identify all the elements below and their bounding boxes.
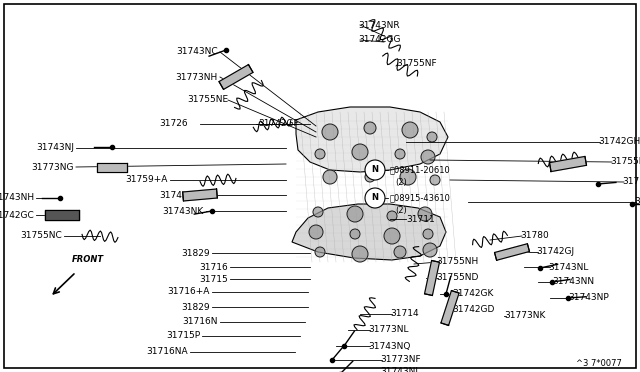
Polygon shape <box>182 189 218 201</box>
Text: 31743NQ: 31743NQ <box>368 341 410 350</box>
Text: 31773NH: 31773NH <box>176 73 218 81</box>
Text: 31743NM: 31743NM <box>634 198 640 206</box>
Circle shape <box>430 175 440 185</box>
Circle shape <box>418 207 432 221</box>
Circle shape <box>365 188 385 208</box>
Text: 31773NK: 31773NK <box>504 311 545 321</box>
Text: 31742GF: 31742GF <box>258 119 299 128</box>
Text: 31743NR: 31743NR <box>358 20 399 29</box>
Text: 31773NG: 31773NG <box>31 163 74 171</box>
Text: 31742GD: 31742GD <box>452 305 494 314</box>
Polygon shape <box>296 107 448 172</box>
Text: N: N <box>371 166 378 174</box>
Text: 31773NL: 31773NL <box>368 326 408 334</box>
Text: 31716N: 31716N <box>182 317 218 327</box>
Circle shape <box>387 211 397 221</box>
Polygon shape <box>495 244 529 260</box>
Polygon shape <box>424 260 440 295</box>
Text: 31742GK: 31742GK <box>452 289 493 298</box>
Text: 31773NF: 31773NF <box>380 356 420 365</box>
Circle shape <box>323 170 337 184</box>
Text: 31743NL: 31743NL <box>548 263 588 272</box>
Text: 31742GE: 31742GE <box>159 190 200 199</box>
Text: 31743NK: 31743NK <box>163 206 204 215</box>
Text: (2): (2) <box>395 179 407 187</box>
Circle shape <box>315 149 325 159</box>
Circle shape <box>421 150 435 164</box>
Text: 31743NJ: 31743NJ <box>380 368 418 372</box>
Text: 31742GC: 31742GC <box>0 211 34 219</box>
Circle shape <box>394 246 406 258</box>
Text: 31742GG: 31742GG <box>358 35 401 45</box>
Circle shape <box>400 169 416 185</box>
Polygon shape <box>219 65 253 89</box>
Text: 31755NH: 31755NH <box>436 257 478 266</box>
Text: 31743NH: 31743NH <box>0 193 34 202</box>
Circle shape <box>365 160 385 180</box>
Text: ^3 7*0077: ^3 7*0077 <box>576 359 622 369</box>
Text: 31743NJ: 31743NJ <box>36 144 74 153</box>
Text: 31716: 31716 <box>199 263 228 272</box>
Text: 31829: 31829 <box>181 302 210 311</box>
Circle shape <box>402 122 418 138</box>
Text: 31711: 31711 <box>406 215 435 224</box>
Text: 31743NP: 31743NP <box>568 294 609 302</box>
Circle shape <box>384 228 400 244</box>
Circle shape <box>352 144 368 160</box>
Text: 31755NG: 31755NG <box>610 157 640 167</box>
Text: 31742GH: 31742GH <box>598 138 640 147</box>
Circle shape <box>423 243 437 257</box>
Text: 31714: 31714 <box>390 310 419 318</box>
Circle shape <box>364 122 376 134</box>
Text: 31829: 31829 <box>181 248 210 257</box>
Text: 31726: 31726 <box>159 119 188 128</box>
Text: 31755NE: 31755NE <box>187 96 228 105</box>
Text: FRONT: FRONT <box>72 255 104 264</box>
Circle shape <box>309 225 323 239</box>
Polygon shape <box>97 163 127 171</box>
Text: 31716NA: 31716NA <box>147 347 188 356</box>
Text: 31755ND: 31755ND <box>436 273 478 282</box>
Text: ⓝ08911-20610: ⓝ08911-20610 <box>390 166 451 174</box>
Circle shape <box>322 124 338 140</box>
Text: 31743NC: 31743NC <box>177 48 218 57</box>
Circle shape <box>365 172 375 182</box>
Circle shape <box>350 229 360 239</box>
Text: N: N <box>371 193 378 202</box>
Circle shape <box>423 229 433 239</box>
Circle shape <box>315 247 325 257</box>
Text: 31773NJ: 31773NJ <box>622 177 640 186</box>
Text: 31780: 31780 <box>520 231 548 241</box>
Text: 31715P: 31715P <box>166 331 200 340</box>
Text: 31716+A: 31716+A <box>168 288 210 296</box>
Text: ⓝ08915-43610: ⓝ08915-43610 <box>390 193 451 202</box>
Text: 31755NC: 31755NC <box>20 231 62 241</box>
Polygon shape <box>292 204 446 260</box>
Circle shape <box>347 206 363 222</box>
Circle shape <box>427 132 437 142</box>
Polygon shape <box>441 291 459 326</box>
Text: 31759+A: 31759+A <box>125 176 168 185</box>
Circle shape <box>395 149 405 159</box>
Polygon shape <box>550 157 586 171</box>
Text: 31742GJ: 31742GJ <box>536 247 574 257</box>
Text: 31755NF: 31755NF <box>396 60 436 68</box>
Text: (2): (2) <box>395 206 407 215</box>
Text: 31715: 31715 <box>199 275 228 283</box>
Text: 31743NN: 31743NN <box>552 278 594 286</box>
Polygon shape <box>45 210 79 220</box>
Circle shape <box>313 207 323 217</box>
Circle shape <box>352 246 368 262</box>
